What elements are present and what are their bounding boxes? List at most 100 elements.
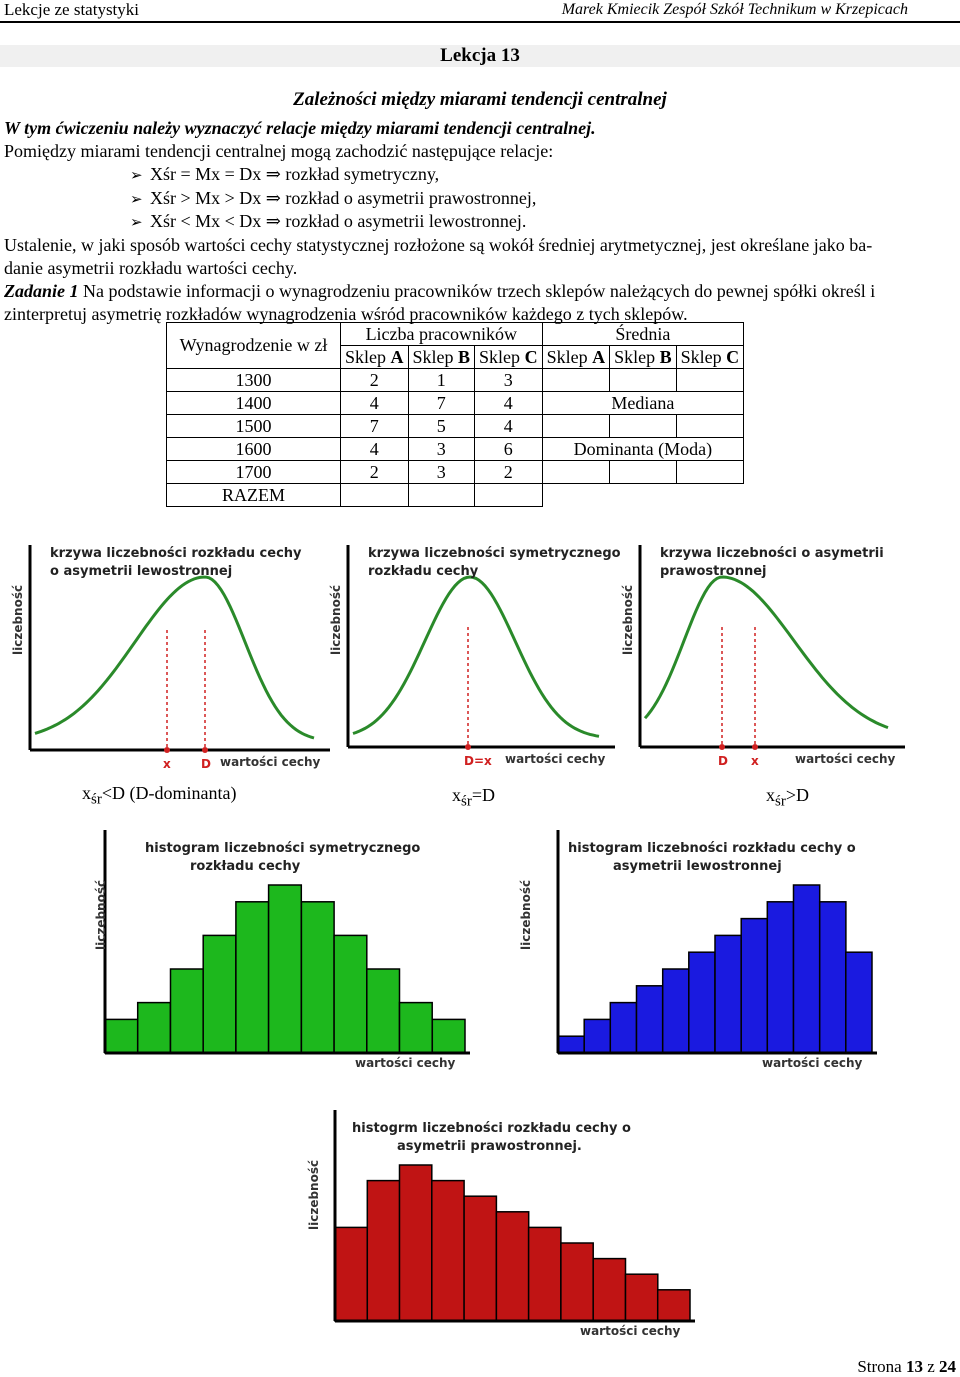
histogram-bar (624, 1273, 659, 1322)
x-axis-label: wartości cechy (762, 1056, 863, 1070)
histogram-bar (845, 951, 873, 1054)
histogram-bar (766, 901, 795, 1054)
marker-label: x (751, 754, 759, 768)
task-line: Zadanie 1 Na podstawie informacji o wyna… (4, 281, 876, 301)
header-shop: Sklep C (675, 345, 745, 369)
histogram-bar (136, 1001, 172, 1054)
marker-label: D (718, 754, 728, 768)
table-row: RAZEM (166, 483, 744, 507)
intro-italic: W tym ćwiczeniu należy wyznaczyć relacje… (4, 118, 596, 138)
histogram-bar (792, 884, 821, 1054)
header-shop: Sklep B (407, 345, 476, 369)
task-line: zinterpretuj asymetrię rozkładów wynagro… (4, 304, 688, 324)
table-row: 1700 2 3 2 (166, 460, 745, 484)
histogram-bar (635, 985, 664, 1054)
histogram-bar (431, 1179, 465, 1322)
histogram-bar (527, 1226, 562, 1322)
marker-label: D=x (464, 754, 492, 768)
histogram-bar (688, 951, 716, 1054)
marker-dot (465, 744, 471, 750)
histogram-bar (560, 1242, 594, 1322)
histogram-bar (592, 1257, 627, 1322)
distribution-curve (643, 575, 889, 730)
histogram-bar (104, 1018, 139, 1054)
curve-chart: krzywa liczebności rozkładu cechy o asyme… (11, 545, 330, 771)
histogram-bar (656, 1289, 691, 1322)
histogram-chart: histogram liczebności symetrycznego rozkł… (94, 830, 470, 1070)
header-count: Liczba pracowników (340, 322, 543, 346)
marker-label: D (201, 757, 211, 771)
curve-title: krzywa liczebności rozkładu cechy (50, 546, 302, 561)
header-shop: Sklep C (474, 345, 543, 369)
histogram-chart: histogram liczebności rozkładu cechy o as… (519, 830, 877, 1070)
wage-table: Wynagrodzenie w zł Liczba pracowników Śr… (166, 322, 745, 507)
y-axis-label: liczebność (11, 585, 25, 655)
x-axis-label: wartości cechy (355, 1056, 456, 1070)
marker-dot (202, 747, 208, 753)
bullet-arrow-icon: ➢ (130, 192, 143, 208)
curve-title: rozkładu cechy (368, 564, 479, 579)
relation-item: ➢ Xśr > Mx > Dx ⇒ rozkład o asymetrii pra… (130, 188, 537, 208)
section-subtitle: Zależności między miarami tendencji cent… (293, 89, 667, 110)
histogram-bar (431, 1018, 466, 1054)
x-axis-label: wartości cechy (220, 755, 321, 769)
paragraph-line: Ustalenie, w jaki sposób wartości cechy … (4, 235, 873, 255)
histogram-chart: histogrm liczebności rozkładu cechy o asy… (307, 1110, 695, 1338)
histogram-bar (334, 1226, 369, 1322)
histogram-title: rozkładu cechy (190, 859, 301, 874)
histogram-bar (398, 1001, 433, 1054)
curve-title: o asymetrii lewostronnej (50, 564, 232, 579)
histogram-bar (583, 1018, 612, 1054)
caption-symmetric: xśr=D (452, 785, 495, 810)
histogram-bar (714, 934, 742, 1054)
y-axis-label: liczebność (307, 1160, 321, 1230)
table-row: 1600 4 3 6 Dominanta (Moda) (166, 437, 745, 461)
lesson-title: Lekcja 13 (440, 45, 520, 66)
curve-title: krzywa liczebności symetrycznego (368, 546, 621, 561)
histogram-bar (300, 901, 335, 1054)
y-axis-label: liczebność (621, 585, 635, 655)
header-shop: Sklep A (541, 345, 611, 369)
header-right: Marek Kmiecik Zespół Szkół Technikum w K… (561, 1, 908, 18)
histogram-bar (267, 884, 303, 1054)
histogram-bar (398, 1164, 433, 1322)
histogram-bar (740, 917, 769, 1054)
histogram-bar (609, 1001, 638, 1054)
header-shop: Sklep B (609, 345, 677, 369)
page-footer: Strona 13 z 24 (857, 1357, 956, 1376)
mode-label: Dominanta (Moda) (541, 437, 745, 461)
caption-left-skew: xśr<D (D-dominanta) (82, 783, 237, 808)
y-axis-label: liczebność (94, 880, 108, 950)
histogram-title: asymetrii prawostronnej. (397, 1139, 582, 1154)
histogram-bar (333, 934, 368, 1054)
marker-label: x (163, 757, 171, 771)
y-axis-label: liczebność (329, 585, 343, 655)
relation-item: ➢ Xśr < Mx < Dx ⇒ rozkład o asymetrii lew… (130, 211, 527, 231)
marker-dot (752, 744, 758, 750)
histogram-bar (366, 1179, 401, 1322)
task-label: Zadanie 1 (4, 281, 79, 301)
header-divider (0, 21, 960, 23)
histogram-title: histogram liczebności rozkładu cechy o (568, 841, 856, 856)
paragraph-line: danie asymetrii rozkładu wartości cechy. (4, 258, 298, 278)
header-mean: Średnia (541, 322, 745, 346)
header-wage: Wynagrodzenie w zł (166, 322, 341, 369)
histogram-bar (202, 934, 237, 1054)
histogram-bar (495, 1211, 530, 1322)
x-axis-label: wartości cechy (505, 752, 606, 766)
y-axis-label: liczebność (519, 880, 533, 950)
median-label: Mediana (541, 391, 745, 415)
curve-chart: krzywa liczebności symetrycznego rozkładu… (329, 545, 621, 768)
marker-dot (719, 744, 725, 750)
marker-dot (164, 747, 170, 753)
curve-title: prawostronnej (660, 564, 767, 579)
histogram-bar (169, 968, 204, 1054)
bullet-arrow-icon: ➢ (130, 215, 143, 231)
table-row: 1400 4 7 4 Mediana (166, 391, 745, 415)
header-shop: Sklep A (340, 345, 409, 369)
histogram-title: histogrm liczebności rozkładu cechy o (352, 1121, 631, 1136)
bullet-arrow-icon: ➢ (130, 168, 143, 184)
curve-figures: krzywa liczebności rozkładu cechy o asyme… (11, 545, 905, 771)
caption-right-skew: xśr>D (766, 785, 809, 810)
histogram-bar (661, 968, 690, 1054)
